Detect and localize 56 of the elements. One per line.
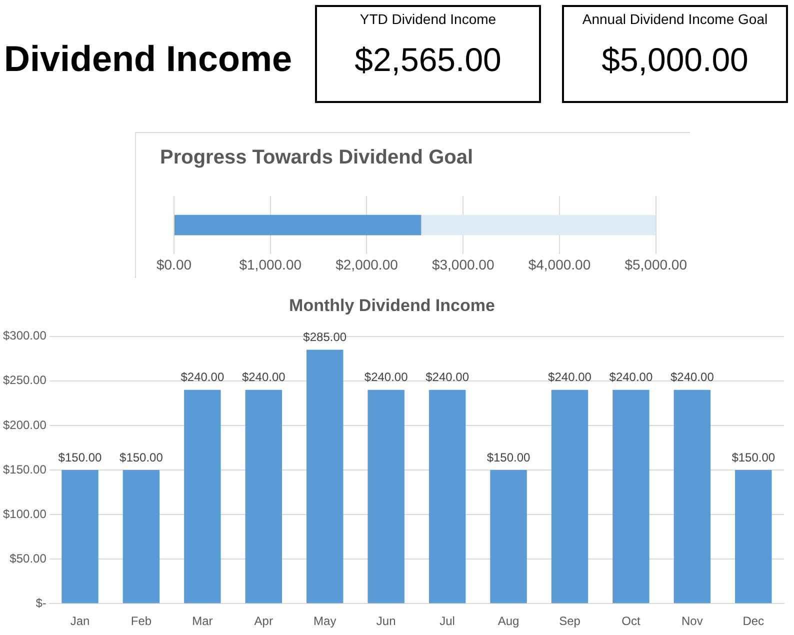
y-tick-label: $- [36, 596, 46, 610]
data-label: $150.00 [486, 450, 531, 464]
y-tick-label: $100.00 [2, 506, 47, 521]
data-label: $285.00 [303, 330, 347, 344]
bar [245, 390, 282, 604]
bar [551, 390, 588, 604]
x-tick-label: Jan [70, 614, 90, 628]
data-label: $240.00 [364, 370, 408, 384]
data-label: $240.00 [180, 370, 224, 384]
data-label: $240.00 [670, 370, 714, 384]
data-label: $150.00 [58, 450, 102, 464]
y-tick-label: $50.00 [10, 551, 47, 566]
chart-title: Monthly Dividend Income [289, 296, 495, 315]
data-label: $240.00 [426, 370, 470, 384]
data-label: $240.00 [242, 370, 286, 384]
data-label: $150.00 [732, 450, 776, 464]
bar [368, 390, 404, 604]
x-tick-label: Apr [254, 614, 273, 628]
x-tick-label: Dec [742, 614, 764, 628]
x-tick-label: $5,000.00 [624, 256, 688, 272]
x-tick-label: Feb [130, 614, 152, 628]
x-tick-label: May [314, 614, 336, 628]
x-tick-label: $2,000.00 [336, 256, 398, 272]
x-tick-label: Aug [498, 614, 520, 628]
y-tick-label: $200.00 [2, 418, 47, 432]
y-tick-label: $250.00 [2, 373, 47, 388]
bar [184, 390, 221, 604]
x-tick-label: Nov [682, 614, 703, 628]
bar [62, 470, 98, 604]
x-tick-label: $4,000.00 [528, 256, 591, 272]
data-label: $240.00 [548, 370, 592, 384]
text: $5,000.00 [602, 41, 748, 78]
data-label: $240.00 [609, 370, 653, 384]
bar [674, 390, 711, 604]
data-label: $150.00 [120, 450, 164, 464]
x-tick-label: Jun [376, 614, 396, 628]
bar [490, 470, 527, 604]
bar [306, 350, 344, 604]
category-label: YTD Dividend Income [358, 11, 498, 27]
x-tick-label: $3,000.00 [432, 256, 494, 272]
x-tick-label: Jul [440, 614, 455, 628]
category-label: Annual Dividend Income Goal [581, 11, 769, 27]
x-tick-label: Sep [559, 614, 581, 628]
bar [428, 390, 466, 604]
chart-title: Progress Towards Dividend Goal [160, 146, 474, 169]
y-tick-label: $300.00 [2, 328, 47, 343]
bar [735, 470, 772, 604]
x-tick-label: $0.00 [156, 256, 192, 272]
y-tick-label: $150.00 [2, 462, 47, 476]
x-tick-label: Oct [622, 614, 641, 628]
text: Dividend Income [4, 38, 292, 80]
x-tick-label: $1,000.00 [239, 256, 302, 272]
x-tick-label: Mar [192, 614, 213, 628]
bar [612, 390, 650, 604]
text: $2,565.00 [354, 41, 502, 78]
bar [122, 470, 160, 604]
